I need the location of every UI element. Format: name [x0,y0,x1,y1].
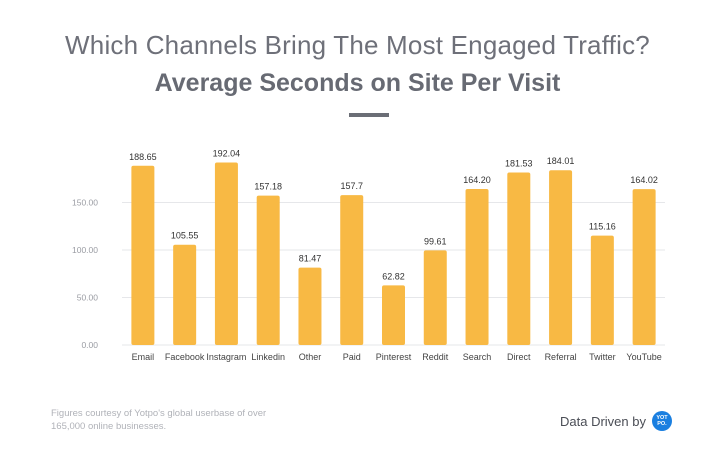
bar [423,250,447,345]
bar-value-label: 105.55 [171,231,199,241]
logo-text-top: YOT [656,415,668,421]
bar [507,172,531,345]
bar-value-label: 164.20 [463,175,491,185]
y-tick-label: 100.00 [72,245,98,255]
y-tick-label: 50.00 [77,293,99,303]
logo-text-bottom: PO. [657,421,667,427]
x-tick-label: Reddit [422,352,449,362]
bar [465,189,489,345]
bar-value-label: 157.18 [254,182,282,192]
x-tick-label: Facebook [165,352,205,362]
brand-text: Data Driven by [560,413,646,429]
bar [549,170,573,345]
x-tick-label: Pinterest [376,352,412,362]
x-tick-label: Email [132,352,155,362]
brand-signature: Data Driven by YOT PO. [560,410,672,432]
bar-value-label: 164.02 [630,175,658,185]
bar-value-label: 157.7 [340,181,363,191]
x-tick-label: Other [299,352,322,362]
bar [131,165,155,345]
bar [214,162,238,345]
bar [173,244,197,345]
bar [256,195,280,345]
chart-title: Which Channels Bring The Most Engaged Tr… [65,30,650,60]
bar [340,195,364,345]
x-tick-label: Linkedin [251,352,285,362]
bar-value-label: 115.16 [589,222,616,232]
bar-value-label: 81.47 [299,254,322,264]
x-tick-label: YouTube [626,352,661,362]
y-tick-label: 150.00 [72,198,98,208]
x-tick-label: Direct [507,352,531,362]
title-divider [349,113,389,117]
bar-value-label: 192.04 [213,149,241,159]
bar-value-label: 99.61 [424,236,447,246]
x-tick-label: Instagram [206,352,246,362]
bar [632,189,656,345]
bar [298,267,322,345]
bar [590,235,614,345]
yotpo-logo-icon: YOT PO. [651,411,672,431]
y-tick-label: 0.00 [81,340,98,350]
x-tick-label: Twitter [589,352,616,362]
footnote: Figures courtesy of Yotpo's global userb… [51,408,267,432]
bar-value-label: 188.65 [129,152,157,162]
bar [382,285,405,345]
x-tick-label: Referral [545,352,577,362]
bar-value-label: 62.82 [382,271,405,281]
x-tick-label: Paid [343,352,361,362]
bar-value-label: 184.01 [547,156,575,166]
x-tick-label: Search [463,352,492,362]
bar-value-label: 181.53 [505,159,533,169]
chart-subtitle: Average Seconds on Site Per Visit [154,69,561,97]
